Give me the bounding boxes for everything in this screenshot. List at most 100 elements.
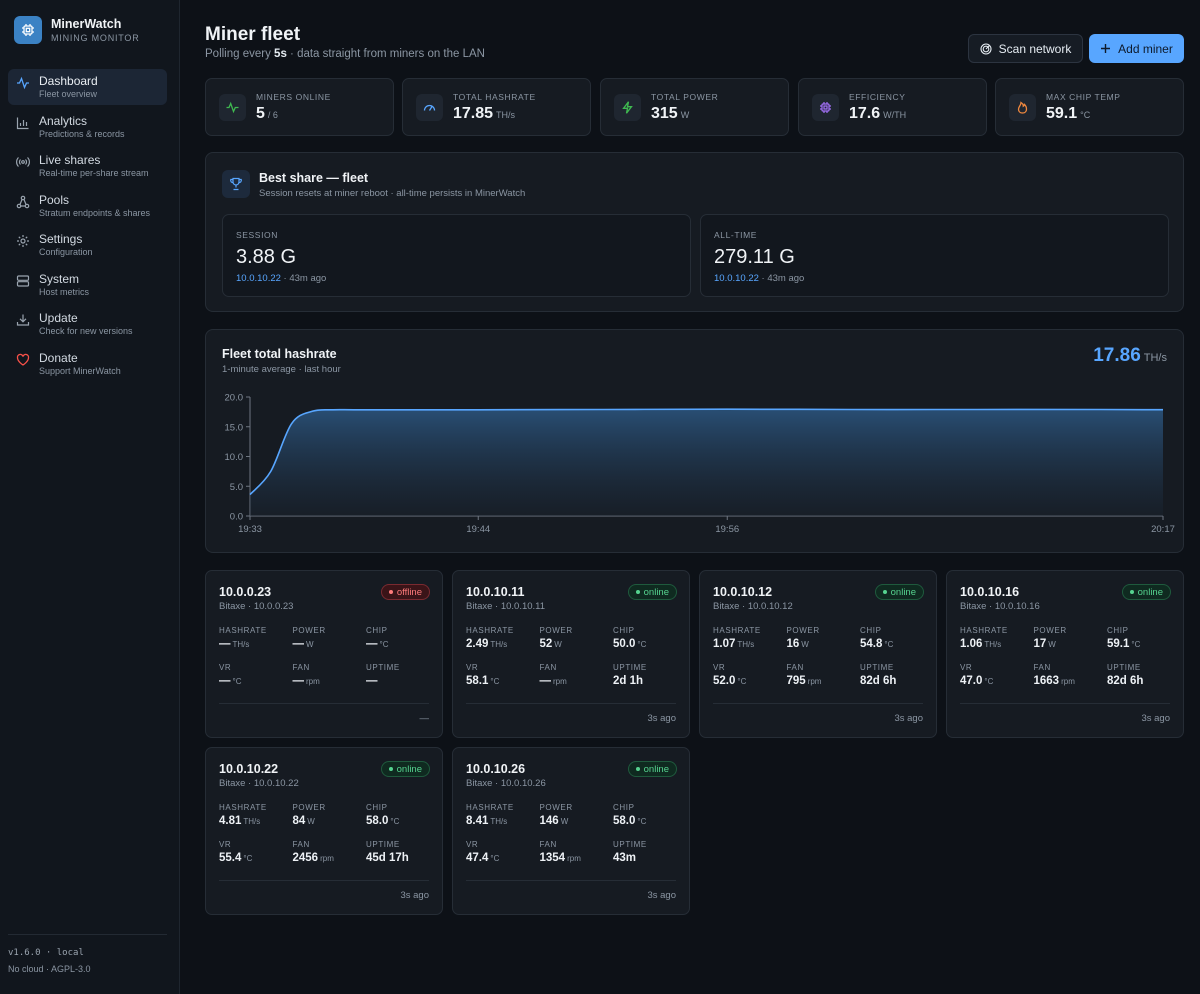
add-miner-label: Add miner [1118,41,1173,56]
miner-chip: CHIP 58.0 °C [613,803,683,827]
session-share-box: SESSION 3.88 G 10.0.10.22 · 43m ago [222,214,691,297]
sidebar-item-update[interactable]: Update Check for new versions [8,306,167,342]
metric-label: CHIP [1107,626,1129,635]
nav-label: Pools [39,192,70,207]
nav-sublabel: Host metrics [39,286,90,297]
metric-label: POWER [539,626,573,635]
nav-label: Donate [39,350,78,365]
last-seen: 3s ago [1141,713,1170,724]
y-tick-label: 5.0 [230,482,243,493]
miner-card[interactable]: 10.0.0.23 Bitaxe · 10.0.0.23 offline HASHRA… [205,570,443,738]
share-ip-link[interactable]: 10.0.10.22 [236,273,281,284]
x-tick-label: 19:44 [466,524,490,535]
nav-sublabel: Real-time per-share stream [39,168,149,178]
server-icon [16,274,30,287]
sidebar-item-settings[interactable]: Settings Configuration [8,227,167,263]
miner-uptime: UPTIME 82d 6h [1107,663,1177,687]
share-ip-link[interactable]: 10.0.10.22 [714,273,759,284]
metric-unit: W [560,817,569,826]
miner-fan: FAN 1354 rpm [540,840,610,864]
metric-label: POWER [539,803,573,812]
metric-label: VR [960,663,973,672]
miner-vr: VR 47.4 °C [466,840,536,864]
stat-card-miners-online: MINERS ONLINE 5/ 6 [205,78,394,136]
metric-unit: TH/s [490,817,508,826]
miner-vr: VR 58.1 °C [466,663,536,687]
sidebar: MinerWatch MINING MONITOR Dashboard Fleet… [0,0,180,994]
metric-value: — rpm [292,675,320,687]
nav-label: Dashboard [39,74,98,88]
sidebar-item-pools[interactable]: Pools Stratum endpoints & shares [8,188,167,224]
miner-vr: VR 52.0 °C [713,663,783,687]
x-tick-label: 19:33 [238,524,262,535]
metric-value: 52.0 °C [713,675,747,687]
miner-uptime: UPTIME — [366,663,436,687]
brand[interactable]: MinerWatch MINING MONITOR [14,16,140,44]
radar-icon [980,42,992,55]
metric-value: 2.49 TH/s [466,638,508,650]
hashrate-line [249,408,1164,496]
chart-current-value: 17.86 TH/s [1093,345,1167,366]
stat-label: TOTAL HASHRATE [453,92,536,102]
metric-unit: W [801,640,809,649]
metric-label: FAN [1033,663,1051,672]
metric-unit: W [1048,640,1056,649]
stat-value: 315 W [651,105,690,122]
chart-current-unit: TH/s [1143,352,1167,364]
metric-unit: rpm [553,677,567,686]
metric-value: 795 rpm [786,675,822,687]
miner-card[interactable]: 10.0.10.22 Bitaxe · 10.0.10.22 online HASHR… [205,747,443,915]
status-badge: online [380,761,430,777]
metric-unit: TH/s [737,640,755,649]
miner-card[interactable]: 10.0.10.16 Bitaxe · 10.0.10.16 online HASHR… [946,570,1184,738]
metric-value: — W [292,638,314,650]
chip-logo-icon [14,16,42,44]
best-share-title: Best share — fleet [259,171,369,185]
y-tick-label: 10.0 [225,452,244,463]
miner-ip: 10.0.10.22 [219,762,279,776]
last-seen: 3s ago [400,890,429,901]
sidebar-item-live-shares[interactable]: Live shares Real-time per-share stream [8,148,167,184]
last-seen: 3s ago [647,713,676,724]
status-dot [635,590,640,594]
app-name: MinerWatch [51,17,122,31]
sidebar-item-system[interactable]: System Host metrics [8,267,167,303]
metric-unit: W [306,640,314,649]
sidebar-item-donate[interactable]: Donate Support MinerWatch [8,346,167,382]
metric-unit: TH/s [984,640,1002,649]
page-title: Miner fleet [205,24,301,45]
miner-card[interactable]: 10.0.10.11 Bitaxe · 10.0.10.11 online HASHR… [452,570,690,738]
share-value: 279.11 G [714,246,795,268]
download-icon [16,314,30,326]
metric-label: POWER [292,626,326,635]
status-dot [388,590,393,594]
miner-power: POWER 16 W [787,626,857,650]
metric-value: — [366,675,378,687]
share-label: ALL-TIME [714,230,758,240]
sidebar-item-dashboard[interactable]: Dashboard Fleet overview [8,69,167,105]
share-meta: 10.0.10.22 · 43m ago [236,273,327,284]
metric-label: FAN [292,663,310,672]
metric-value: 8.41 TH/s [466,815,508,827]
nav-label: Settings [39,232,83,246]
metric-value: 2d 1h [613,675,644,687]
sidebar-item-analytics[interactable]: Analytics Predictions & records [8,109,167,145]
metric-value: 47.4 °C [466,852,500,864]
metric-value: 58.0 °C [366,815,400,827]
bolt-icon [614,94,641,121]
miner-card[interactable]: 10.0.10.12 Bitaxe · 10.0.10.12 online HASHR… [699,570,937,738]
metric-unit: °C [737,677,747,686]
metric-label: FAN [786,663,804,672]
miner-power: POWER 84 W [293,803,363,827]
miner-vr: VR 55.4 °C [219,840,289,864]
add-miner-button[interactable]: Add miner [1089,34,1184,63]
metric-unit: °C [490,677,500,686]
metric-value: 1.07 TH/s [713,638,755,650]
status-dot [882,590,887,594]
metric-value: 1663 rpm [1033,675,1075,687]
stat-unit: W [680,110,690,120]
scan-network-button[interactable]: Scan network [968,34,1083,63]
metric-label: POWER [292,803,326,812]
miner-card[interactable]: 10.0.10.26 Bitaxe · 10.0.10.26 online HASHR… [452,747,690,915]
nav-sublabel: Support MinerWatch [39,365,121,376]
